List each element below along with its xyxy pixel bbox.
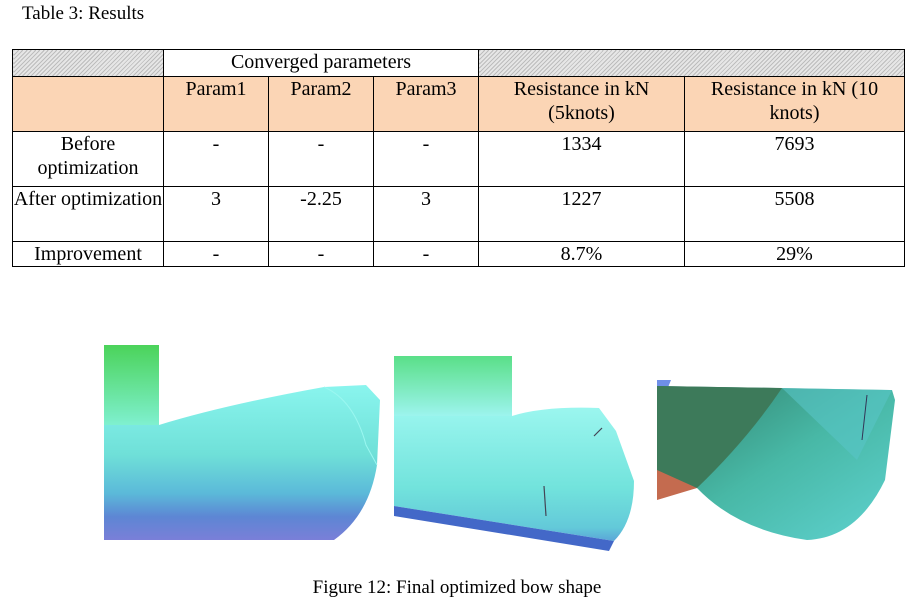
table-cell: 1334: [478, 131, 685, 187]
bow-shape-side-view: [104, 345, 380, 540]
table-cell: -: [268, 241, 374, 267]
bow-shape-bottom-view: [657, 380, 895, 540]
figure-panels: [0, 340, 914, 551]
row-label: After optimization: [12, 186, 164, 242]
table-cell: 29%: [684, 241, 905, 267]
table-cell: -: [163, 131, 269, 187]
hatched-corner-cell: [12, 49, 164, 77]
bow-shape-angled-view: [394, 356, 634, 551]
hatched-header-cell: [478, 49, 905, 77]
table-cell: 7693: [684, 131, 905, 187]
table-cell: 3: [163, 186, 269, 242]
row-label: Before optimization: [12, 131, 164, 187]
column-header-resistance-10: Resistance in kN (10 knots): [684, 76, 905, 132]
table-cell: -2.25: [268, 186, 374, 242]
table-cell: -: [373, 241, 479, 267]
table-cell: 5508: [684, 186, 905, 242]
column-header-param1: Param1: [163, 76, 269, 132]
table-row: Before optimization - - - 1334 7693: [12, 131, 905, 187]
table-caption: Table 3: Results: [22, 3, 145, 24]
table-cell: -: [163, 241, 269, 267]
table-row: Improvement - - - 8.7% 29%: [12, 241, 905, 267]
column-header-resistance-5: Resistance in kN (5knots): [478, 76, 685, 132]
table-cell: 1227: [478, 186, 685, 242]
results-table: Converged parameters Param1 Param2 Param…: [12, 49, 905, 267]
group-header-cell: Converged parameters: [163, 49, 479, 77]
empty-header-cell: [12, 76, 164, 132]
table-cell: -: [268, 131, 374, 187]
table-row: After optimization 3 -2.25 3 1227 5508: [12, 186, 905, 242]
column-header-param3: Param3: [373, 76, 479, 132]
table-cell: 8.7%: [478, 241, 685, 267]
column-header-param2: Param2: [268, 76, 374, 132]
figure-caption: Figure 12: Final optimized bow shape: [312, 577, 602, 598]
row-label: Improvement: [12, 241, 164, 267]
table-cell: -: [373, 131, 479, 187]
table-cell: 3: [373, 186, 479, 242]
